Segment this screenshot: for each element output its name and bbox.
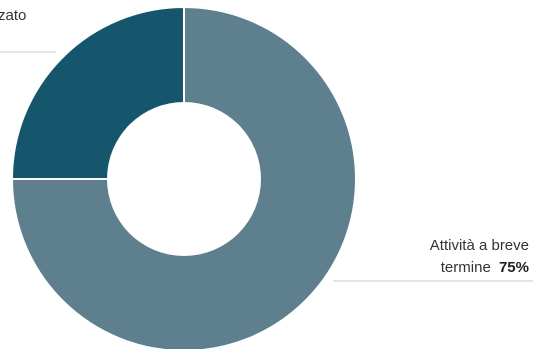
slice-label-short-term-line2: termine 75% (441, 259, 529, 276)
slice-label-short-term: Attività a breve (430, 237, 529, 254)
slice-label-long-term: zato (0, 7, 26, 24)
slice-label-short-term-text: termine (441, 259, 491, 276)
donut-hole (107, 102, 261, 256)
slice-pct-short-term: 75% (499, 259, 529, 276)
